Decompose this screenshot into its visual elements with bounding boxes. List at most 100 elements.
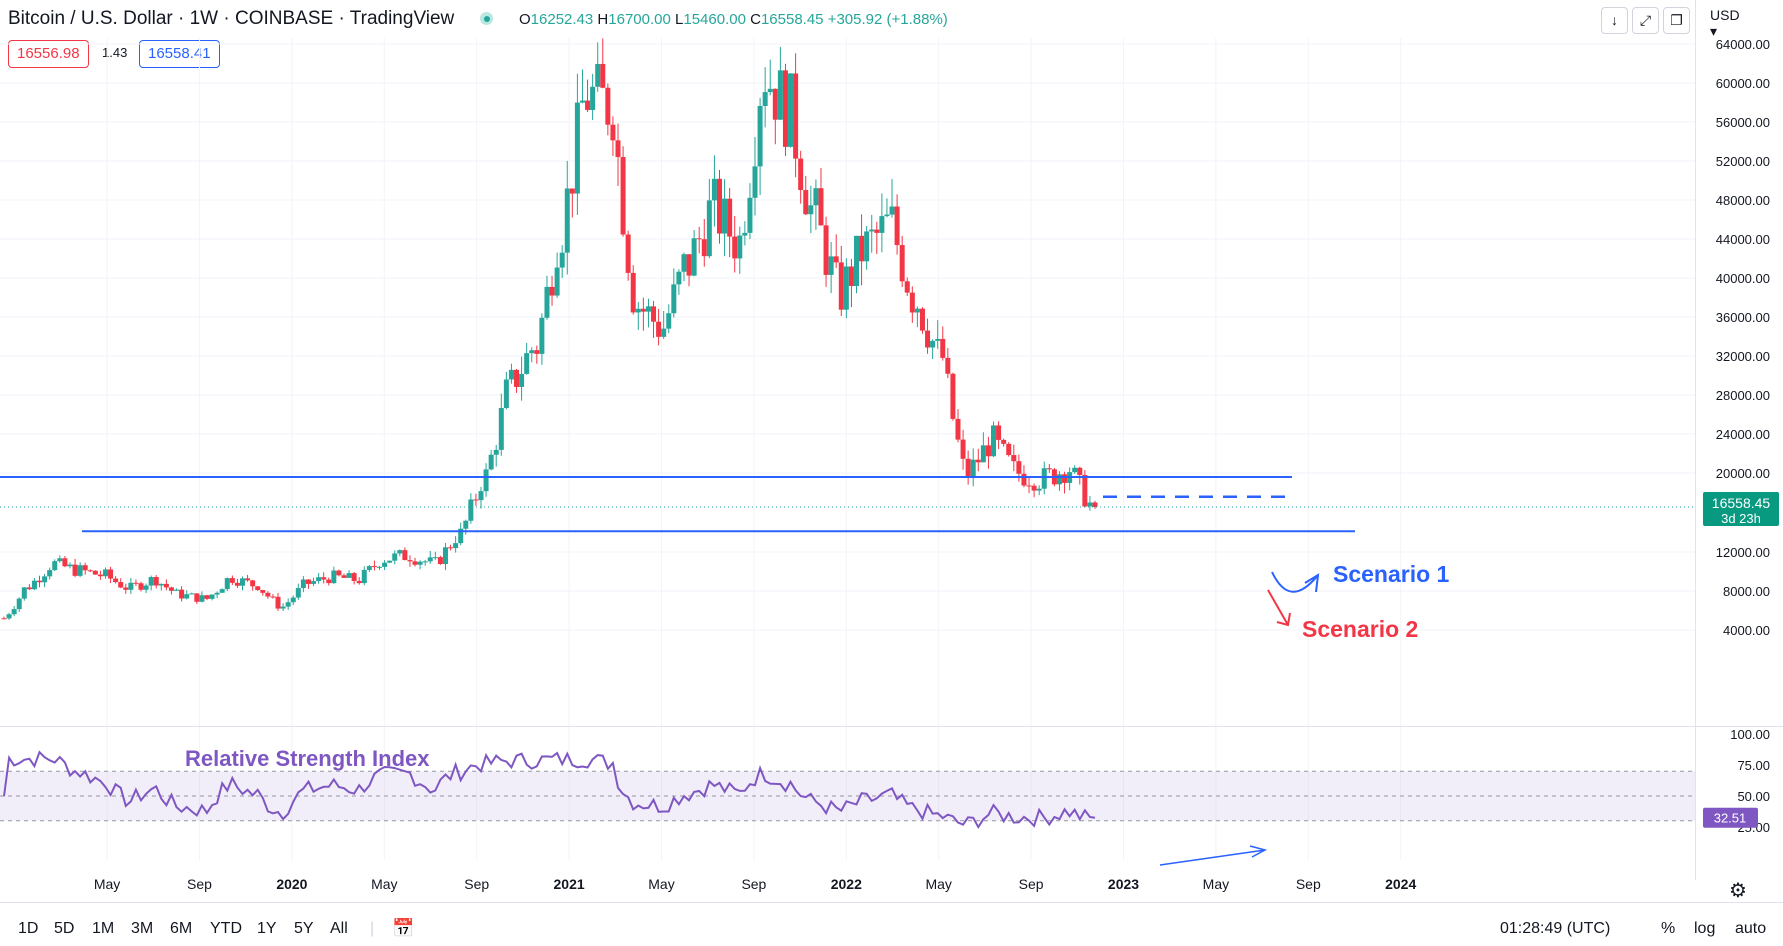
gear-icon[interactable]: ⚙ xyxy=(1729,880,1747,902)
window-icon[interactable]: ❐ xyxy=(1663,7,1690,34)
close-value: 16558.45 xyxy=(760,11,824,28)
candle-body xyxy=(985,445,991,457)
bottom-toolbar-separator xyxy=(0,902,1783,903)
time-tick-label: 2023 xyxy=(1108,876,1139,892)
buy-button[interactable]: 16558.41 xyxy=(139,40,220,68)
rsi-tick-label: 50.00 xyxy=(1737,789,1770,804)
candle-body xyxy=(285,602,291,607)
price-tick-label: 40000.00 xyxy=(1716,271,1770,286)
range-all-button[interactable]: All xyxy=(330,920,348,937)
candle-body xyxy=(199,595,205,602)
candle-body xyxy=(397,550,403,554)
candle-body xyxy=(950,373,956,419)
candle-body xyxy=(788,73,794,147)
candle-body xyxy=(564,188,570,253)
candle-body xyxy=(1011,455,1017,462)
candle-body xyxy=(209,594,215,599)
candle-body xyxy=(31,580,37,590)
candle-body xyxy=(651,306,657,322)
candle-body xyxy=(153,577,159,586)
candle-body xyxy=(686,254,692,276)
time-tick-label: May xyxy=(94,876,120,892)
auto-toggle[interactable]: auto xyxy=(1735,920,1767,937)
candle-body xyxy=(960,439,966,459)
candle-body xyxy=(1031,485,1037,491)
candle-body xyxy=(97,574,103,577)
candle-body xyxy=(625,234,631,273)
candle-body xyxy=(382,562,388,567)
utc-clock[interactable]: 01:28:49 (UTC) xyxy=(1500,920,1611,937)
candle-body xyxy=(904,281,910,293)
range-3m-button[interactable]: 3M xyxy=(131,920,154,937)
candle-body xyxy=(879,216,885,233)
candle-body xyxy=(442,547,448,565)
axes: 64000.00 60000.00 56000.00 52000.00 48000.00… xyxy=(94,37,1779,892)
candle-body xyxy=(1087,502,1093,507)
range-ytd-button[interactable]: YTD xyxy=(210,920,242,937)
candle-body xyxy=(356,580,362,584)
candle-body xyxy=(366,566,372,570)
candle-body xyxy=(524,353,530,374)
candle-body xyxy=(300,579,306,589)
candle-body xyxy=(1062,474,1068,483)
candle-body xyxy=(463,520,469,529)
candle-body xyxy=(427,557,433,562)
sell-button[interactable]: 16556.98 xyxy=(8,40,89,68)
scenario1-arrowhead xyxy=(1304,573,1320,593)
currency-selector[interactable]: USD ▾ xyxy=(1710,7,1740,40)
candle-body xyxy=(996,425,1002,440)
candle-body xyxy=(600,63,606,88)
candle-body xyxy=(640,308,646,312)
candle-body xyxy=(595,63,601,87)
candle-body xyxy=(661,328,667,337)
candle-body xyxy=(574,102,580,194)
candle-body xyxy=(747,197,753,233)
price-tick-label: 52000.00 xyxy=(1716,154,1770,169)
candle-body xyxy=(930,340,936,348)
chart-canvas[interactable]: Scenario 1 Scenario 2 Relative Strength In… xyxy=(0,0,1783,902)
candle-body xyxy=(214,592,220,595)
candle-body xyxy=(711,178,717,201)
price-tick-label: 44000.00 xyxy=(1716,232,1770,247)
scenario2-arrow xyxy=(1267,589,1289,626)
candle-body xyxy=(57,558,63,562)
calendar-range-icon[interactable]: 📅 xyxy=(392,918,415,938)
time-tick-label: 2022 xyxy=(831,876,862,892)
range-5y-button[interactable]: 5Y xyxy=(294,920,314,937)
symbol-title[interactable]: Bitcoin / U.S. Dollar · 1W · COINBASE · … xyxy=(8,8,455,29)
low-value: 15460.00 xyxy=(683,11,746,28)
candle-body xyxy=(270,596,276,598)
range-1d-button[interactable]: 1D xyxy=(18,920,39,937)
log-toggle[interactable]: log xyxy=(1694,920,1716,937)
candle-body xyxy=(569,188,575,194)
time-tick-label: 2021 xyxy=(554,876,585,892)
candle-body xyxy=(884,214,890,217)
candle-body xyxy=(909,292,915,313)
arrow-down-icon[interactable]: ↓ xyxy=(1601,7,1628,34)
candle-body xyxy=(656,321,662,337)
candle-body xyxy=(1082,474,1088,507)
pane-separator[interactable] xyxy=(0,726,1783,727)
expand-icon[interactable]: ⤢ xyxy=(1632,7,1659,34)
candle-body xyxy=(1072,467,1078,473)
range-6m-button[interactable]: 6M xyxy=(170,920,193,937)
candle-body xyxy=(666,313,672,329)
candle-body xyxy=(620,157,626,235)
candle-body xyxy=(676,271,682,285)
range-1y-button[interactable]: 1Y xyxy=(257,920,277,937)
range-1m-button[interactable]: 1M xyxy=(92,920,115,937)
high-value: 16700.00 xyxy=(608,11,671,28)
candle-body xyxy=(757,105,763,167)
candle-body xyxy=(843,266,849,310)
range-5d-button[interactable]: 5D xyxy=(54,920,75,937)
candle-body xyxy=(234,582,240,586)
candle-body xyxy=(503,379,509,408)
candle-body xyxy=(965,458,971,478)
candle-body xyxy=(478,491,484,501)
candle-body xyxy=(498,407,504,450)
rsi-divergence-arrowhead xyxy=(1249,845,1268,858)
candle-body xyxy=(1021,473,1027,486)
candle-body xyxy=(732,236,738,259)
candle-body xyxy=(869,229,875,232)
percent-toggle[interactable]: % xyxy=(1661,920,1676,937)
